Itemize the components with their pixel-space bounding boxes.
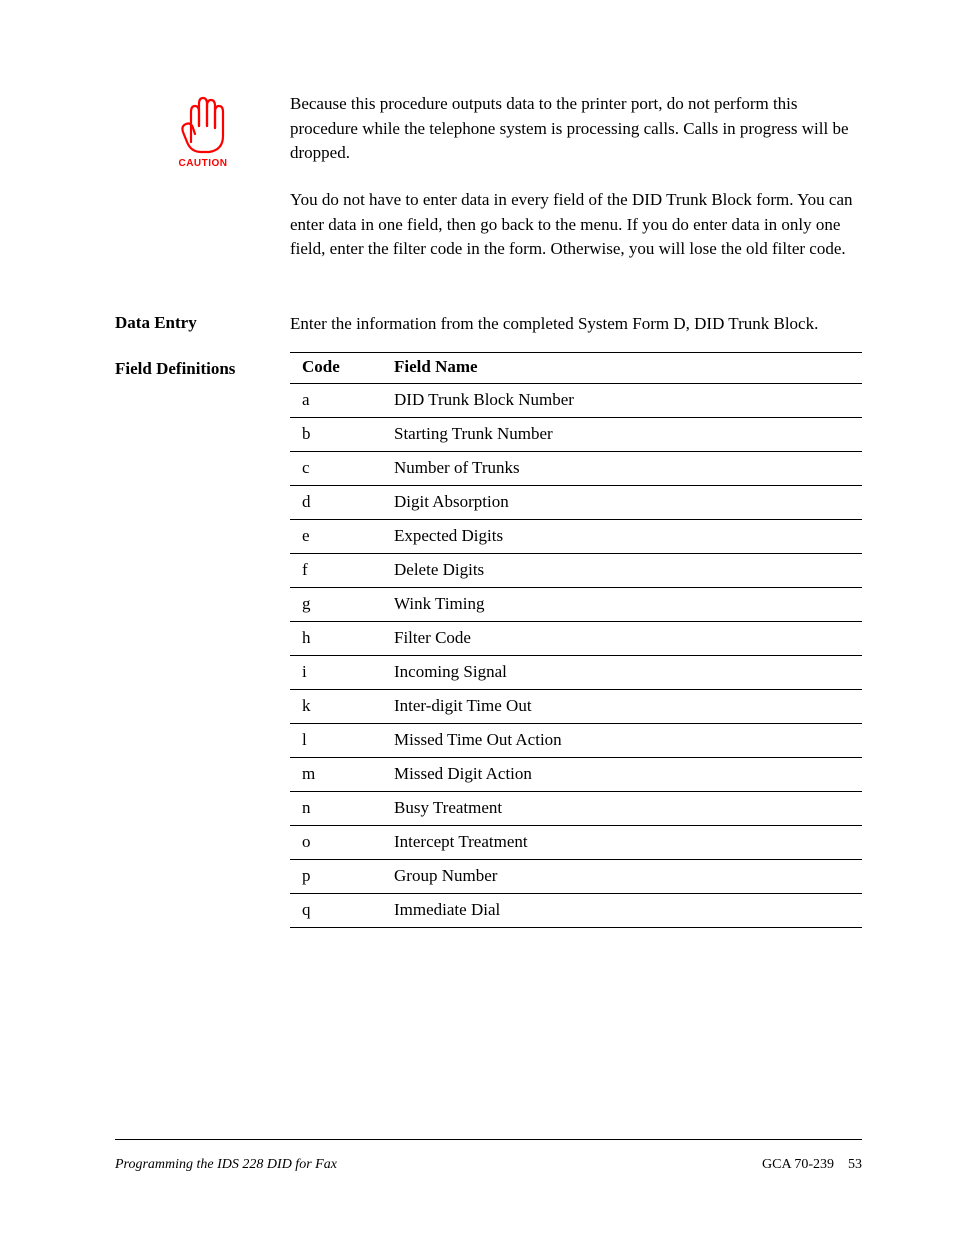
cell-code: p xyxy=(290,860,382,894)
table-header-row: Code Field Name xyxy=(290,353,862,384)
cell-field: Expected Digits xyxy=(382,520,862,554)
cell-field: Missed Digit Action xyxy=(382,758,862,792)
col-header-field-name: Field Name xyxy=(382,353,862,384)
table-row: qImmediate Dial xyxy=(290,894,862,928)
table-row: lMissed Time Out Action xyxy=(290,724,862,758)
cell-field: Starting Trunk Number xyxy=(382,418,862,452)
intro-paragraph-1: Because this procedure outputs data to t… xyxy=(290,92,862,166)
col-header-code: Code xyxy=(290,353,382,384)
cell-code: h xyxy=(290,622,382,656)
table-row: oIntercept Treatment xyxy=(290,826,862,860)
intro-block: CAUTION Because this procedure outputs d… xyxy=(115,92,862,284)
table-row: nBusy Treatment xyxy=(290,792,862,826)
table-row: cNumber of Trunks xyxy=(290,452,862,486)
data-entry-body: Enter the information from the completed… xyxy=(290,312,862,337)
table-row: mMissed Digit Action xyxy=(290,758,862,792)
caution-column: CAUTION xyxy=(115,92,290,175)
cell-code: d xyxy=(290,486,382,520)
cell-field: Wink Timing xyxy=(382,588,862,622)
page-footer: Programming the IDS 228 DID for Fax GCA … xyxy=(115,1157,862,1173)
cell-code: f xyxy=(290,554,382,588)
page-root: CAUTION Because this procedure outputs d… xyxy=(0,0,954,1235)
data-entry-section: Data Entry Enter the information from th… xyxy=(115,312,862,337)
table-row: fDelete Digits xyxy=(290,554,862,588)
footer-left: Programming the IDS 228 DID for Fax xyxy=(115,1157,337,1173)
data-entry-label-col: Data Entry xyxy=(115,312,290,334)
cell-code: l xyxy=(290,724,382,758)
cell-field: Delete Digits xyxy=(382,554,862,588)
intro-text: Because this procedure outputs data to t… xyxy=(290,92,862,284)
table-row: iIncoming Signal xyxy=(290,656,862,690)
table-row: gWink Timing xyxy=(290,588,862,622)
footer-doc-id: GCA 70-239 xyxy=(762,1157,834,1172)
cell-code: o xyxy=(290,826,382,860)
table-row: hFilter Code xyxy=(290,622,862,656)
cell-field: Number of Trunks xyxy=(382,452,862,486)
cell-code: m xyxy=(290,758,382,792)
table-row: bStarting Trunk Number xyxy=(290,418,862,452)
cell-field: Inter-digit Time Out xyxy=(382,690,862,724)
cell-field: Group Number xyxy=(382,860,862,894)
caution-label-text: CAUTION xyxy=(178,158,227,169)
footer-rule xyxy=(115,1139,862,1140)
cell-field: Missed Time Out Action xyxy=(382,724,862,758)
table-row: eExpected Digits xyxy=(290,520,862,554)
table-row: aDID Trunk Block Number xyxy=(290,384,862,418)
data-entry-label: Data Entry xyxy=(115,312,280,334)
intro-paragraph-2: You do not have to enter data in every f… xyxy=(290,188,862,262)
cell-code: g xyxy=(290,588,382,622)
field-definitions-table-col: Code Field Name aDID Trunk Block Number … xyxy=(290,352,862,928)
field-definitions-section: Field Definitions Code Field Name aDID T… xyxy=(115,352,862,928)
cell-field: Immediate Dial xyxy=(382,894,862,928)
cell-field: Filter Code xyxy=(382,622,862,656)
cell-code: c xyxy=(290,452,382,486)
table-row: dDigit Absorption xyxy=(290,486,862,520)
cell-code: n xyxy=(290,792,382,826)
cell-field: Intercept Treatment xyxy=(382,826,862,860)
cell-code: q xyxy=(290,894,382,928)
field-definitions-label: Field Definitions xyxy=(115,358,280,380)
cell-field: Digit Absorption xyxy=(382,486,862,520)
table-body: aDID Trunk Block Number bStarting Trunk … xyxy=(290,384,862,928)
cell-field: Busy Treatment xyxy=(382,792,862,826)
cell-field: Incoming Signal xyxy=(382,656,862,690)
caution-icon: CAUTION xyxy=(171,92,235,175)
footer-page-number: 53 xyxy=(848,1157,862,1172)
field-definitions-label-col: Field Definitions xyxy=(115,352,290,380)
table-row: pGroup Number xyxy=(290,860,862,894)
cell-code: b xyxy=(290,418,382,452)
cell-code: a xyxy=(290,384,382,418)
field-definitions-table: Code Field Name aDID Trunk Block Number … xyxy=(290,352,862,928)
cell-field: DID Trunk Block Number xyxy=(382,384,862,418)
cell-code: k xyxy=(290,690,382,724)
footer-right: GCA 70-239 53 xyxy=(762,1157,862,1173)
table-row: kInter-digit Time Out xyxy=(290,690,862,724)
cell-code: i xyxy=(290,656,382,690)
cell-code: e xyxy=(290,520,382,554)
